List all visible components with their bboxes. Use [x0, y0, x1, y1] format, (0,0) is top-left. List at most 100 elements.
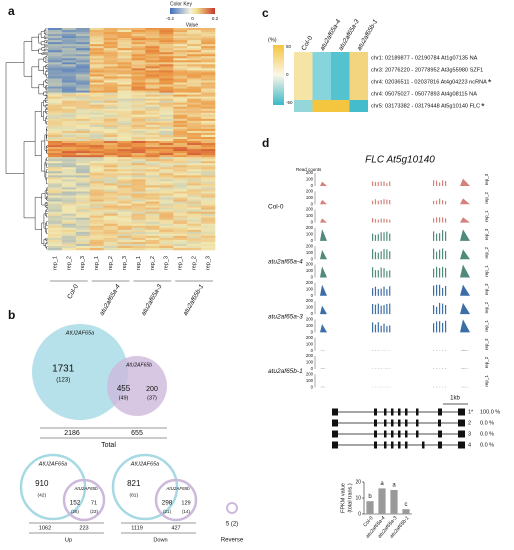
heatmap-cell — [103, 223, 118, 227]
heatmap-cell — [48, 30, 63, 33]
heatmap-cell — [173, 247, 188, 251]
heatmap-cell — [173, 120, 188, 124]
heatmap-cell — [117, 191, 132, 194]
heatmap-cell — [187, 34, 202, 37]
heatmap-cell — [159, 209, 174, 212]
heatmap-cell — [48, 70, 63, 73]
heatmap-cell — [117, 195, 132, 198]
heatmap-cell — [131, 231, 146, 235]
heatmap-cell — [173, 229, 188, 233]
coverage — [377, 234, 379, 241]
heatmap-cell — [89, 221, 104, 225]
track-tick: 0 — [311, 293, 314, 298]
heatmap-cell — [103, 155, 118, 158]
heatmap-cell — [294, 52, 313, 64]
exon — [405, 441, 408, 449]
heatmap-cell — [145, 68, 160, 71]
heatmap-cell — [187, 145, 202, 148]
heatmap-cell — [75, 104, 91, 108]
heatmap-cell — [131, 179, 146, 182]
heatmap-cell — [117, 98, 132, 101]
heatmap-cell — [103, 193, 118, 196]
heatmap-cell — [75, 199, 91, 202]
coverage — [383, 323, 385, 333]
heatmap-cell — [349, 52, 368, 64]
venn-reverse — [226, 502, 238, 514]
heatmap-cell — [48, 64, 63, 67]
heatmap-cell — [89, 241, 104, 245]
heatmap-cell — [187, 225, 202, 229]
heatmap-cell — [173, 143, 188, 146]
heatmap-cell — [159, 102, 174, 105]
heatmap-cell — [173, 225, 188, 229]
heatmap-cell — [159, 139, 174, 142]
count: 455 — [117, 384, 131, 393]
heatmap-cell — [173, 34, 188, 37]
heatmap-cell — [48, 32, 63, 35]
coverage — [442, 266, 444, 278]
heatmap-cell — [201, 32, 216, 35]
heatmap-cell — [159, 191, 174, 194]
heatmap-cell — [145, 64, 160, 67]
heatmap-cell — [103, 132, 118, 136]
heatmap-cell — [103, 167, 118, 170]
heatmap-cell — [201, 151, 216, 154]
heatmap-cell — [117, 225, 132, 229]
coverage — [460, 386, 470, 388]
heatmap-cell — [187, 136, 202, 140]
replicate-label: rep_2 — [484, 356, 489, 368]
heatmap-cell — [201, 82, 216, 85]
heatmap-cell — [159, 42, 174, 45]
heatmap-cell — [173, 241, 188, 245]
heatmap-cell — [48, 62, 63, 65]
heatmap-cell — [201, 191, 216, 194]
heatmap-cell — [145, 229, 160, 233]
heatmap-cell — [89, 175, 104, 178]
heatmap-cell — [103, 126, 118, 130]
heatmap-cell — [145, 243, 160, 247]
heatmap-cell — [75, 82, 91, 85]
heatmap-cell — [173, 50, 188, 53]
heatmap-cell — [131, 139, 146, 142]
coverage — [442, 287, 444, 296]
heatmap-cell — [75, 38, 91, 41]
heatmap-cell — [187, 149, 202, 152]
exon — [416, 408, 419, 416]
heatmap-cell — [103, 96, 118, 99]
heatmap-cell — [145, 62, 160, 65]
coverage — [436, 350, 438, 351]
heatmap-cell — [75, 213, 91, 216]
heatmap-cell — [75, 233, 91, 237]
heatmap-cell — [89, 171, 104, 174]
heatmap-cell — [89, 74, 104, 77]
coverage — [460, 264, 470, 278]
heatmap-cell — [201, 88, 216, 91]
heatmap-cell — [187, 66, 202, 69]
exon — [374, 408, 377, 416]
y-tick-label: 0 — [358, 511, 361, 517]
coverage — [383, 350, 385, 351]
heatmap-cell — [75, 247, 91, 251]
heatmap-cell — [201, 219, 216, 223]
heatmap-cell — [61, 70, 77, 73]
heatmap-cell — [61, 203, 77, 206]
heatmap-cell — [145, 147, 160, 150]
heatmap-cell — [187, 114, 202, 118]
heatmap-cell — [48, 52, 63, 55]
heatmap-cell — [48, 72, 63, 75]
heatmap-cell — [159, 227, 174, 231]
coverage — [442, 180, 444, 186]
heatmap-cell — [89, 219, 104, 223]
heatmap-cell — [75, 130, 91, 134]
coverage — [386, 303, 388, 315]
heatmap-cell — [201, 233, 216, 237]
heatmap-cell — [201, 145, 216, 148]
heatmap-cell — [145, 245, 160, 249]
heatmap-cell — [48, 120, 63, 124]
track-tick: 0 — [311, 256, 314, 261]
heatmap-cell — [75, 229, 91, 233]
heatmap-cell — [131, 130, 146, 134]
heatmap-cell — [131, 80, 146, 83]
heatmap-cell — [159, 229, 174, 233]
heatmap-cell — [103, 201, 118, 204]
